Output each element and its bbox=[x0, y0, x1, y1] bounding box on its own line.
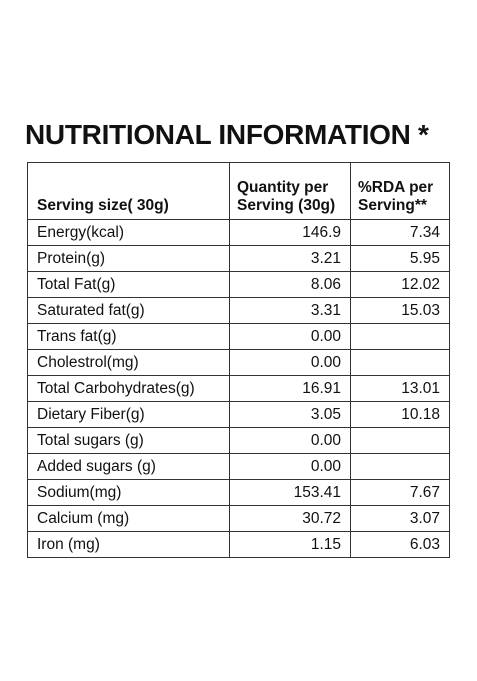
nutrient-rda: 13.01 bbox=[350, 375, 450, 402]
nutrient-quantity: 3.21 bbox=[229, 245, 351, 272]
table-row: Total Carbohydrates(g) 16.91 13.01 bbox=[27, 375, 450, 402]
table-row: Iron (mg) 1.15 6.03 bbox=[27, 531, 450, 558]
rda-header-line1: %RDA per bbox=[358, 179, 434, 196]
nutrient-name: Dietary Fiber(g) bbox=[27, 401, 230, 428]
nutrient-quantity: 1.15 bbox=[229, 531, 351, 558]
nutrient-name: Energy(kcal) bbox=[27, 219, 230, 246]
quantity-header-line1: Quantity per bbox=[237, 179, 329, 196]
nutrient-rda: 7.67 bbox=[350, 479, 450, 506]
nutrient-name: Trans fat(g) bbox=[27, 323, 230, 350]
page-title: NUTRITIONAL INFORMATION * bbox=[25, 119, 429, 150]
nutrient-quantity: 0.00 bbox=[229, 323, 351, 350]
table-row: Cholestrol(mg) 0.00 bbox=[27, 349, 450, 376]
nutrient-rda: 3.07 bbox=[350, 505, 450, 532]
nutrient-name: Total Carbohydrates(g) bbox=[27, 375, 230, 402]
nutrient-quantity: 16.91 bbox=[229, 375, 351, 402]
table-row: Total Fat(g) 8.06 12.02 bbox=[27, 271, 450, 298]
nutrient-name: Sodium(mg) bbox=[27, 479, 230, 506]
nutrient-rda: 10.18 bbox=[350, 401, 450, 428]
nutrient-rda bbox=[350, 323, 450, 350]
nutrient-quantity: 8.06 bbox=[229, 271, 351, 298]
nutrient-name: Calcium (mg) bbox=[27, 505, 230, 532]
nutrient-quantity: 30.72 bbox=[229, 505, 351, 532]
table-row: Sodium(mg) 153.41 7.67 bbox=[27, 479, 450, 506]
serving-size-header: Serving size( 30g) bbox=[27, 162, 230, 220]
table-row: Added sugars (g) 0.00 bbox=[27, 453, 450, 480]
nutrient-rda bbox=[350, 349, 450, 376]
table-row: Trans fat(g) 0.00 bbox=[27, 323, 450, 350]
nutrient-quantity: 153.41 bbox=[229, 479, 351, 506]
nutrient-quantity: 3.31 bbox=[229, 297, 351, 324]
nutrient-name: Iron (mg) bbox=[27, 531, 230, 558]
nutrient-name: Added sugars (g) bbox=[27, 453, 230, 480]
nutrition-table: Serving size( 30g) Quantity per Serving … bbox=[27, 162, 450, 558]
nutrient-quantity: 146.9 bbox=[229, 219, 351, 246]
nutrient-rda: 7.34 bbox=[350, 219, 450, 246]
nutrient-rda: 6.03 bbox=[350, 531, 450, 558]
quantity-header-line2: Serving (30g) bbox=[237, 197, 336, 214]
table-row: Energy(kcal) 146.9 7.34 bbox=[27, 219, 450, 246]
table-header-row: Serving size( 30g) Quantity per Serving … bbox=[27, 162, 450, 220]
nutrient-name: Protein(g) bbox=[27, 245, 230, 272]
quantity-header: Quantity per Serving (30g) bbox=[229, 162, 351, 220]
nutrient-rda: 15.03 bbox=[350, 297, 450, 324]
nutrient-rda bbox=[350, 427, 450, 454]
nutrient-name: Cholestrol(mg) bbox=[27, 349, 230, 376]
nutrient-quantity: 0.00 bbox=[229, 453, 351, 480]
table-row: Saturated fat(g) 3.31 15.03 bbox=[27, 297, 450, 324]
nutrient-name: Total Fat(g) bbox=[27, 271, 230, 298]
rda-header-line2: Serving** bbox=[358, 197, 427, 214]
table-row: Protein(g) 3.21 5.95 bbox=[27, 245, 450, 272]
nutrient-quantity: 3.05 bbox=[229, 401, 351, 428]
nutrient-rda bbox=[350, 453, 450, 480]
table-row: Dietary Fiber(g) 3.05 10.18 bbox=[27, 401, 450, 428]
nutrient-quantity: 0.00 bbox=[229, 427, 351, 454]
nutrient-rda: 12.02 bbox=[350, 271, 450, 298]
nutrient-name: Saturated fat(g) bbox=[27, 297, 230, 324]
nutrient-quantity: 0.00 bbox=[229, 349, 351, 376]
table-row: Total sugars (g) 0.00 bbox=[27, 427, 450, 454]
nutrient-name: Total sugars (g) bbox=[27, 427, 230, 454]
table-row: Calcium (mg) 30.72 3.07 bbox=[27, 505, 450, 532]
nutrient-rda: 5.95 bbox=[350, 245, 450, 272]
rda-header: %RDA per Serving** bbox=[350, 162, 450, 220]
